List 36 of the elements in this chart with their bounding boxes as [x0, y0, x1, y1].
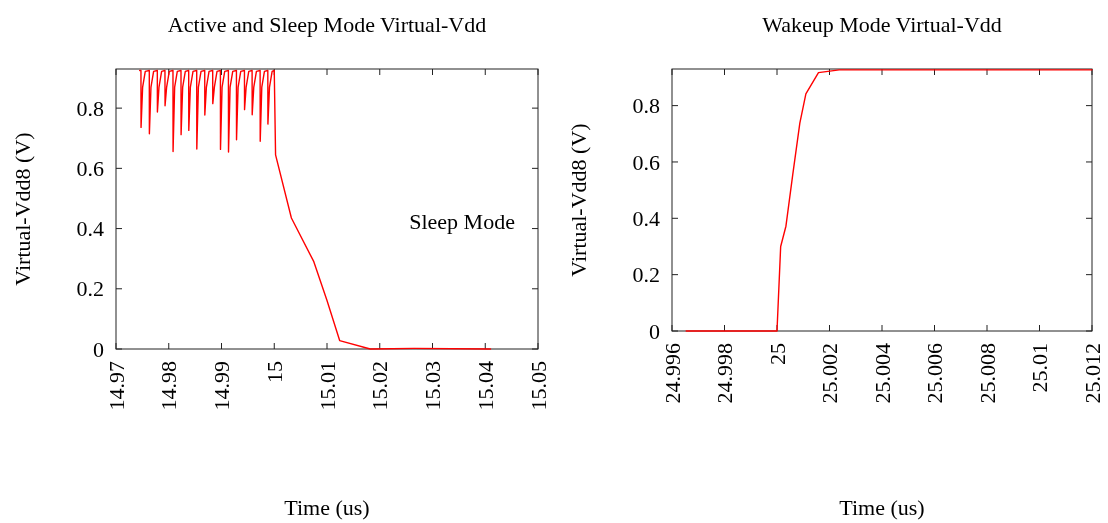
y-tick-label: 0 [93, 336, 104, 362]
x-tick-label: 25 [764, 343, 790, 365]
x-tick-label: 14.99 [209, 361, 235, 411]
x-tick-label: 15.01 [314, 361, 340, 411]
y-tick-label: 0.8 [76, 95, 104, 121]
x-tick-label: 14.97 [103, 361, 129, 411]
x-tick-label: 24.996 [659, 343, 685, 404]
y-axis-title: Virtual-Vdd8 (V) [566, 123, 591, 277]
x-tick-label: 25.006 [922, 343, 948, 404]
chart-title: Active and Sleep Mode Virtual-Vdd [167, 12, 487, 37]
chart-title: Wakeup Mode Virtual-Vdd [762, 12, 1002, 37]
x-tick-label: 15.04 [472, 361, 498, 411]
x-tick-label: 24.998 [712, 343, 738, 404]
x-tick-label: 15 [261, 361, 287, 383]
x-axis-title: Time (us) [839, 495, 925, 520]
y-tick-label: 0.2 [76, 276, 104, 302]
x-tick-label: 15.03 [420, 361, 446, 411]
y-tick-label: 0.6 [76, 156, 104, 182]
x-tick-label: 14.98 [156, 361, 182, 411]
y-tick-label: 0.4 [76, 216, 104, 242]
y-tick-label: 0.2 [632, 262, 660, 288]
x-tick-label: 25.012 [1079, 343, 1105, 404]
x-tick-label: 25.008 [974, 343, 1000, 404]
annotation: Sleep Mode [409, 208, 515, 234]
y-tick-label: 0 [649, 318, 660, 344]
y-axis-title: Virtual-Vdd8 (V) [10, 132, 35, 286]
y-tick-label: 0.6 [632, 149, 660, 175]
x-tick-label: 15.05 [525, 361, 551, 411]
x-tick-label: 25.01 [1027, 343, 1053, 393]
line-series [685, 69, 1093, 332]
y-tick-label: 0.8 [632, 93, 660, 119]
x-tick-label: 25.002 [817, 343, 843, 404]
x-tick-label: 25.004 [869, 343, 895, 404]
x-axis-title: Time (us) [284, 495, 370, 520]
x-tick-label: 15.02 [367, 361, 393, 411]
y-tick-label: 0.4 [632, 206, 660, 232]
